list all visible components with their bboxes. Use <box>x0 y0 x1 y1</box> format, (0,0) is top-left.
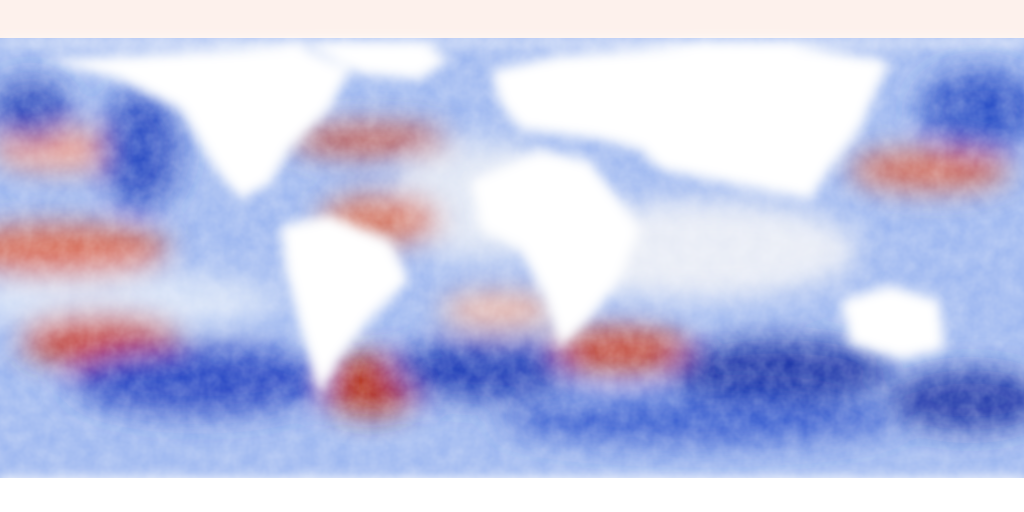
arctic-band <box>0 0 1024 40</box>
antarctica <box>0 478 1024 512</box>
